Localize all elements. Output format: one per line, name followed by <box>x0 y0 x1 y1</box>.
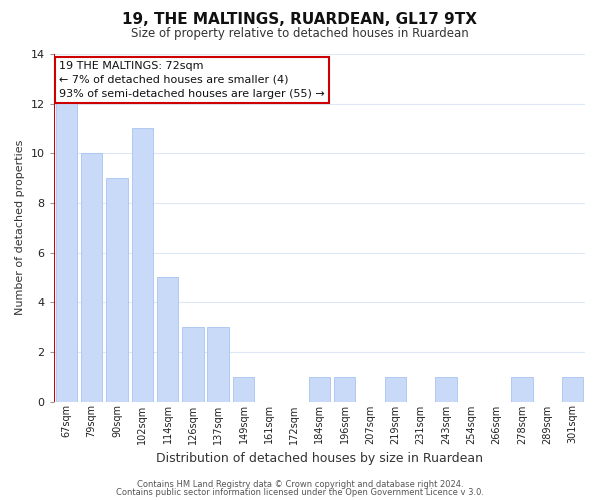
Text: Contains HM Land Registry data © Crown copyright and database right 2024.: Contains HM Land Registry data © Crown c… <box>137 480 463 489</box>
Text: 19 THE MALTINGS: 72sqm
← 7% of detached houses are smaller (4)
93% of semi-detac: 19 THE MALTINGS: 72sqm ← 7% of detached … <box>59 61 325 99</box>
Bar <box>308 376 330 402</box>
Bar <box>157 278 178 402</box>
Bar <box>435 376 457 402</box>
Bar <box>233 376 254 402</box>
Bar <box>385 376 406 402</box>
Bar <box>81 154 103 402</box>
X-axis label: Distribution of detached houses by size in Ruardean: Distribution of detached houses by size … <box>156 452 483 465</box>
Bar <box>56 79 77 402</box>
Bar <box>131 128 153 402</box>
Text: 19, THE MALTINGS, RUARDEAN, GL17 9TX: 19, THE MALTINGS, RUARDEAN, GL17 9TX <box>122 12 478 28</box>
Y-axis label: Number of detached properties: Number of detached properties <box>15 140 25 316</box>
Bar <box>562 376 583 402</box>
Text: Size of property relative to detached houses in Ruardean: Size of property relative to detached ho… <box>131 28 469 40</box>
Bar <box>208 327 229 402</box>
Text: Contains public sector information licensed under the Open Government Licence v : Contains public sector information licen… <box>116 488 484 497</box>
Bar <box>334 376 355 402</box>
Bar <box>106 178 128 402</box>
Bar <box>182 327 203 402</box>
Bar <box>511 376 533 402</box>
